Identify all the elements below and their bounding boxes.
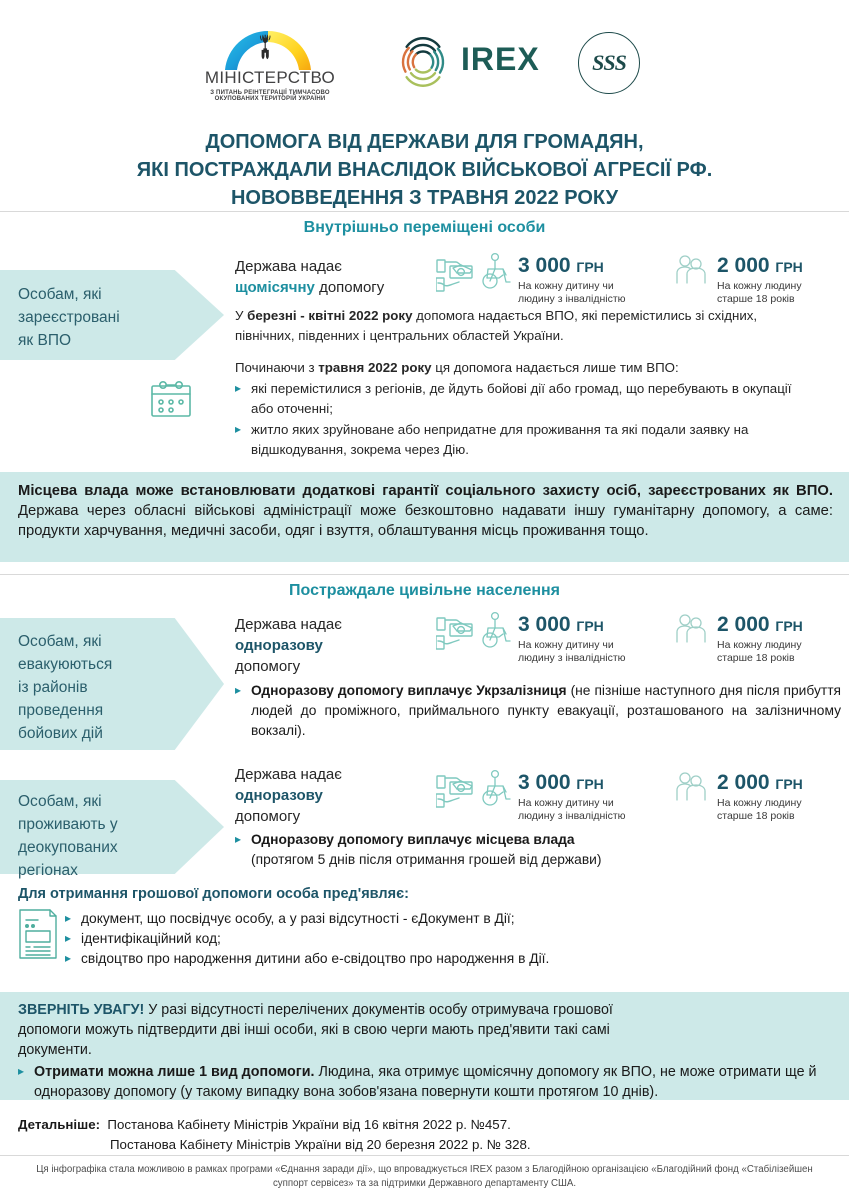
- svg-text:IREX: IREX: [461, 41, 540, 77]
